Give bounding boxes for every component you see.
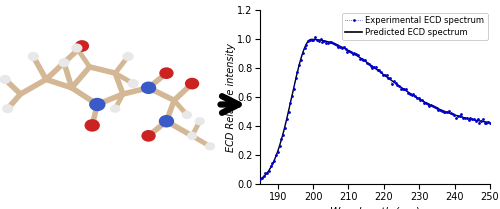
Line: Experimental ECD spectrum: Experimental ECD spectrum [258, 36, 492, 180]
Circle shape [159, 115, 174, 127]
Circle shape [28, 52, 39, 61]
Experimental ECD spectrum [378, 71, 384, 74]
Experimental ECD spectrum [487, 122, 493, 124]
Circle shape [0, 75, 11, 84]
Experimental ECD spectrum [257, 178, 263, 180]
Circle shape [75, 40, 89, 52]
Experimental ECD spectrum [410, 93, 416, 96]
Circle shape [71, 43, 83, 53]
Legend: Experimental ECD spectrum, Predicted ECD spectrum: Experimental ECD spectrum, Predicted ECD… [342, 13, 488, 40]
Circle shape [182, 111, 192, 119]
Circle shape [2, 104, 14, 113]
Circle shape [58, 58, 70, 67]
Circle shape [141, 82, 156, 94]
Experimental ECD spectrum [321, 39, 327, 42]
Circle shape [84, 119, 100, 132]
Circle shape [160, 67, 173, 79]
Circle shape [142, 130, 156, 142]
Y-axis label: ECD Relative intensity: ECD Relative intensity [226, 43, 235, 152]
Circle shape [205, 142, 215, 150]
Circle shape [89, 98, 106, 111]
X-axis label: Wavelength (nm): Wavelength (nm) [330, 207, 420, 209]
Experimental ECD spectrum [428, 104, 434, 106]
Circle shape [185, 78, 199, 89]
Circle shape [128, 79, 139, 88]
Experimental ECD spectrum [312, 36, 318, 39]
Circle shape [187, 132, 197, 140]
Circle shape [110, 104, 120, 113]
Experimental ECD spectrum [439, 110, 445, 112]
Circle shape [122, 52, 134, 61]
Circle shape [194, 117, 205, 125]
Experimental ECD spectrum [357, 57, 363, 60]
